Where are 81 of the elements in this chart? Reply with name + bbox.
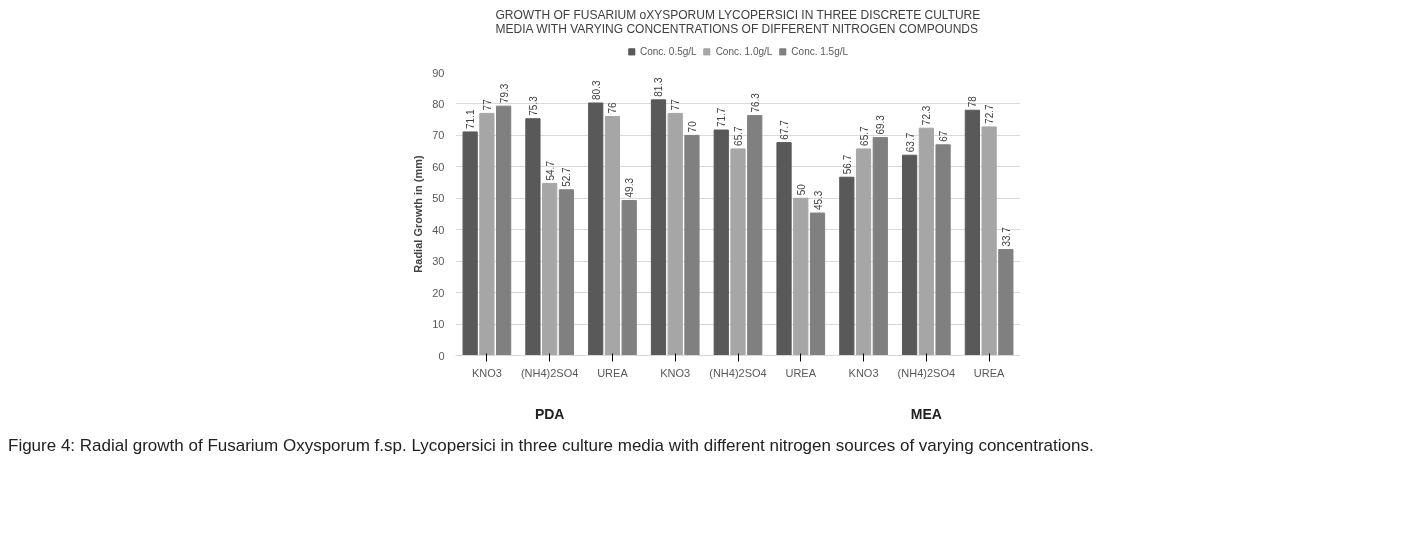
bar bbox=[855, 148, 872, 356]
text: PDA bbox=[534, 405, 565, 422]
data-label: 33.7 bbox=[1000, 226, 1012, 247]
bar bbox=[964, 109, 980, 356]
caption: Figure 4: Radial growth of Fusarium Oxysporum f.sp. Lycopersici in three culture media with different nitrogen sources of varying concentrations. bbox=[8, 435, 1094, 457]
x-tick-label: (NH4)2SO4 bbox=[520, 366, 579, 379]
data-label: 67 bbox=[938, 130, 950, 142]
data-label: 72.3 bbox=[921, 105, 933, 126]
bar bbox=[713, 129, 729, 356]
bar bbox=[839, 176, 855, 356]
data-label: 65.7 bbox=[858, 126, 870, 146]
bar bbox=[872, 137, 888, 356]
data-label: 67.7 bbox=[779, 119, 791, 140]
data-label: 80.3 bbox=[590, 80, 602, 100]
data-label: 81.3 bbox=[653, 76, 665, 97]
text: MEA bbox=[910, 405, 942, 422]
bar bbox=[684, 134, 700, 356]
x-tick-label: KNO3 bbox=[471, 366, 502, 379]
y-tick-label: 60 bbox=[432, 160, 445, 173]
data-label: 76.3 bbox=[749, 92, 761, 113]
x-tick-label: (NH4)2SO4 bbox=[709, 366, 767, 379]
x-tick-label: UREA bbox=[597, 366, 629, 379]
x-tick-label: UREA bbox=[785, 366, 817, 379]
bar bbox=[793, 197, 809, 356]
data-label: 45.3 bbox=[812, 190, 824, 211]
data-label: 71.7 bbox=[716, 107, 728, 128]
y-tick-label: 70 bbox=[432, 129, 445, 142]
bar bbox=[935, 144, 951, 356]
data-label: 49.3 bbox=[624, 177, 636, 198]
y-tick-label: 0 bbox=[438, 349, 445, 362]
data-label: 72.7 bbox=[984, 104, 996, 124]
legend-label: Conc. 1.0g/L bbox=[715, 45, 773, 57]
y-tick-label: 20 bbox=[432, 286, 445, 299]
data-label: 76 bbox=[607, 101, 619, 114]
bar bbox=[667, 112, 683, 356]
legend-label: Conc. 1.5g/L bbox=[791, 45, 849, 57]
data-label: 71.1 bbox=[465, 109, 477, 129]
bar bbox=[998, 249, 1014, 356]
bar bbox=[918, 127, 934, 356]
bar bbox=[776, 142, 792, 356]
y-tick-label: 30 bbox=[432, 255, 445, 268]
bar bbox=[496, 105, 512, 356]
x-tick-label: UREA bbox=[973, 366, 1006, 379]
y-tick-label: 10 bbox=[432, 318, 445, 331]
legend-label: Conc. 0.5g/L bbox=[639, 45, 697, 57]
data-label: 70 bbox=[686, 120, 698, 133]
data-label: 77 bbox=[481, 98, 493, 111]
y-tick-label: 80 bbox=[432, 97, 445, 110]
bar bbox=[462, 131, 478, 356]
bar bbox=[730, 148, 746, 356]
data-label: 69.3 bbox=[875, 114, 887, 135]
bar bbox=[747, 115, 763, 356]
bar bbox=[650, 99, 667, 356]
y-tick-label: 40 bbox=[432, 223, 445, 236]
y-tick-label: 50 bbox=[432, 192, 445, 205]
bar bbox=[479, 112, 495, 356]
bar bbox=[558, 189, 575, 356]
y-tick-label: 90 bbox=[432, 66, 445, 79]
chart-title: GROWTH OF FUSARIUM oXYSPORUM LYCOPERSICI IN THREE DISCRETE CULTURE MEDIA WITH VARYING CONCENTRATIONS OF DIFFERENT NITROGEN COMPOUNDS bbox=[495, 7, 981, 36]
x-tick-label: (NH4)2SO4 bbox=[897, 366, 956, 379]
data-label: 50 bbox=[795, 183, 807, 196]
bar bbox=[604, 116, 621, 356]
bar bbox=[621, 199, 637, 356]
x-tick-label: KNO3 bbox=[848, 366, 879, 379]
bar bbox=[809, 212, 826, 356]
data-label: 65.7 bbox=[733, 126, 744, 146]
bar bbox=[542, 183, 558, 356]
bar bbox=[525, 118, 541, 356]
x-tick-label: KNO3 bbox=[660, 366, 691, 379]
data-label: 75.3 bbox=[527, 95, 539, 116]
y-axis-title: Radial Growth in (mm) bbox=[412, 154, 425, 273]
data-label: 79.3 bbox=[498, 83, 510, 104]
data-label: 78 bbox=[967, 95, 979, 108]
data-label: 54.7 bbox=[544, 160, 556, 181]
data-label: 52.7 bbox=[561, 166, 573, 187]
bar bbox=[981, 126, 997, 356]
data-label: 63.7 bbox=[904, 132, 916, 153]
data-label: 56.7 bbox=[841, 154, 853, 175]
bar bbox=[901, 154, 918, 356]
bar bbox=[588, 102, 604, 356]
data-label: 77 bbox=[670, 98, 682, 111]
